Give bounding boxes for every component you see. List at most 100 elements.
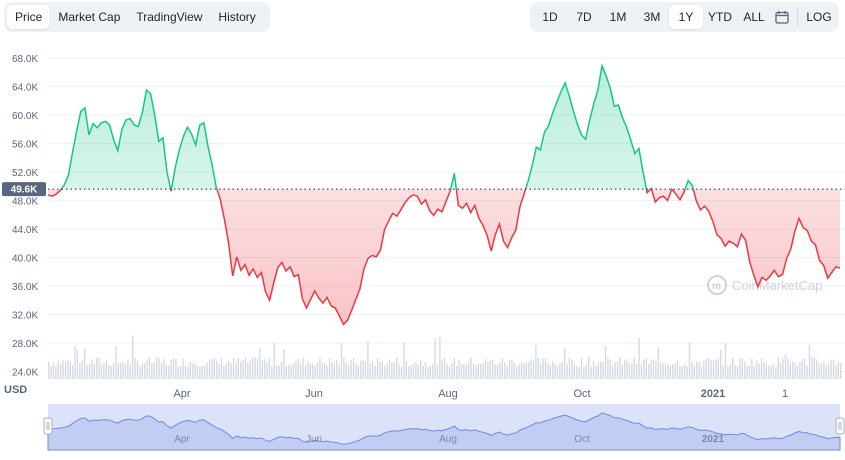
range-1d-button[interactable]: 1D	[542, 10, 558, 24]
volume-bar	[410, 365, 412, 379]
price-line-below	[47, 189, 841, 326]
range-1m-button[interactable]: 1M	[609, 10, 627, 24]
volume-bar	[321, 363, 323, 379]
navigator-tick-label: 2021	[702, 434, 725, 445]
volume-bar	[746, 366, 748, 379]
tab-price[interactable]: Price	[7, 5, 51, 29]
range-7d-button[interactable]: 7D	[576, 10, 592, 24]
volume-bar	[436, 365, 439, 379]
volume-bar	[175, 358, 177, 379]
date-range-button[interactable]	[771, 5, 793, 29]
volume-bar	[391, 362, 393, 379]
volume-bar	[480, 363, 482, 379]
volume-bar	[547, 363, 549, 379]
volume-bar	[840, 362, 842, 379]
volume-bar	[559, 363, 561, 379]
volume-bar	[204, 365, 206, 379]
volume-bar	[69, 361, 71, 379]
navigator-left-handle[interactable]	[43, 417, 53, 435]
volume-bar	[597, 362, 599, 379]
volume-bar	[393, 362, 395, 379]
volume-bar	[660, 362, 662, 379]
log-scale-toggle[interactable]: LOG	[806, 10, 832, 24]
volume-bar	[369, 363, 371, 379]
volume-bar	[182, 358, 184, 379]
volume-bar	[64, 362, 67, 379]
volume-bar	[213, 357, 215, 379]
volume-bar	[355, 363, 357, 379]
volume-bar	[424, 362, 427, 379]
volume-bar	[141, 363, 143, 379]
volume-bar	[777, 357, 779, 379]
range-1y-button[interactable]: 1Y	[669, 5, 703, 29]
volume-bar	[376, 358, 379, 379]
volume-bar	[544, 358, 547, 379]
volume-bar	[520, 362, 523, 379]
volume-bar	[374, 365, 376, 379]
volume-bar	[679, 366, 681, 379]
volume-bar	[549, 365, 551, 379]
range-navigator[interactable]: Apr Jun Aug Oct 2021	[43, 404, 845, 451]
volume-bar	[72, 365, 74, 379]
volume-bar	[273, 343, 275, 379]
volume-bar	[456, 365, 458, 379]
volume-bar	[640, 364, 643, 379]
volume-bar	[115, 346, 117, 379]
volume-bar	[124, 364, 127, 379]
y-tick-label: 48.0K	[12, 197, 38, 208]
navigator-labels: Apr Jun Aug Oct 2021	[174, 434, 724, 445]
volume-bar	[100, 364, 103, 379]
volume-bar	[244, 357, 247, 379]
volume-bar	[108, 364, 110, 379]
volume-bar	[453, 357, 455, 379]
volume-bar	[578, 366, 580, 379]
volume-bar	[120, 362, 122, 379]
tab-market-cap[interactable]: Market Cap	[58, 10, 121, 24]
calendar-icon	[775, 11, 789, 24]
volume-bar	[650, 359, 652, 379]
x-tick-label: Oct	[573, 388, 590, 400]
volume-bar	[727, 366, 729, 379]
range-all-button[interactable]: ALL	[743, 10, 765, 24]
volume-bar	[52, 362, 55, 379]
volume-bar	[276, 365, 278, 379]
navigator-right-handle[interactable]	[835, 417, 845, 435]
volume-bar	[168, 365, 170, 379]
area-below-fill	[48, 189, 840, 325]
volume-bar	[780, 363, 782, 379]
volume-bar	[585, 365, 587, 379]
volume-bar	[561, 361, 563, 379]
volume-bar	[81, 360, 83, 379]
y-tick-label: 24.0K	[12, 368, 38, 379]
volume-bar	[110, 366, 112, 379]
volume-bar	[741, 359, 743, 379]
volume-bar	[799, 361, 801, 379]
tab-tradingview[interactable]: TradingView	[136, 10, 203, 24]
volume-bar	[830, 359, 832, 379]
volume-bar	[801, 359, 803, 379]
volume-bar	[518, 364, 520, 379]
volume-bar	[775, 367, 777, 379]
volume-bar	[657, 347, 659, 379]
volume-bar	[396, 358, 398, 379]
volume-bar	[91, 359, 93, 379]
volume-bar	[631, 363, 633, 379]
volume-bar	[388, 359, 391, 379]
x-axis-labels: Apr Jun Aug Oct 2021 1	[173, 388, 788, 400]
tab-history[interactable]: History	[218, 10, 256, 24]
volume-bar	[542, 357, 544, 379]
range-ytd-button[interactable]: YTD	[708, 10, 732, 24]
volume-bar	[88, 363, 91, 379]
volume-bar	[208, 359, 211, 379]
volume-bar	[763, 361, 765, 379]
range-3m-button[interactable]: 3M	[643, 10, 661, 24]
volume-bar	[297, 358, 299, 379]
volume-bar	[384, 366, 386, 379]
volume-bar	[703, 360, 705, 379]
volume-bar	[590, 366, 592, 379]
volume-bar	[158, 358, 160, 379]
volume-bar	[74, 345, 76, 379]
volume-bar	[823, 361, 825, 379]
volume-bar	[770, 365, 772, 379]
volume-bar	[216, 360, 218, 379]
